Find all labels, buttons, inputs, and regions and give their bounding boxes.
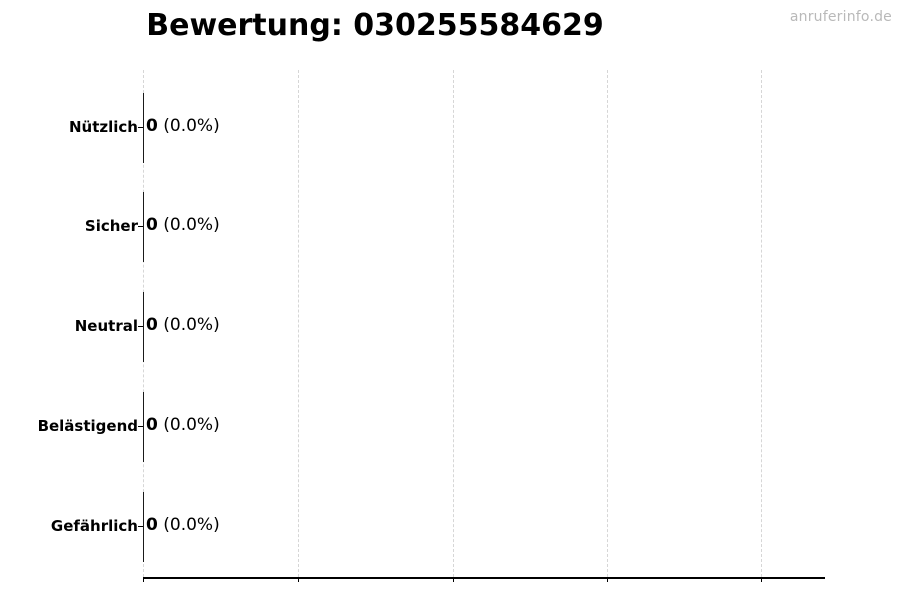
y-axis-label-gefaehrlich: Gefährlich — [50, 517, 138, 535]
y-tick-neutral — [138, 326, 143, 327]
bar-count-sicher: 0 — [146, 215, 158, 235]
x-axis-line — [143, 577, 825, 579]
bar-sicher — [143, 192, 144, 262]
bar-count-neutral: 0 — [146, 315, 158, 335]
gridline-3 — [607, 70, 608, 577]
y-axis-label-belaestigend: Belästigend — [37, 417, 138, 435]
page-title: Bewertung: 030255584629 — [146, 8, 604, 43]
bar-value-neutral: 0 (0.0%) — [146, 315, 220, 335]
site-watermark: anruferinfo.de — [789, 9, 892, 25]
bar-count-nuetzlich: 0 — [146, 116, 158, 136]
bar-percent-neutral: (0.0%) — [163, 315, 220, 335]
bar-value-nuetzlich: 0 (0.0%) — [146, 116, 220, 136]
y-tick-nuetzlich — [138, 127, 143, 128]
y-axis-label-neutral: Neutral — [74, 317, 138, 335]
x-tick-2 — [453, 577, 454, 582]
gridline-1 — [298, 70, 299, 577]
bar-belaestigend — [143, 392, 144, 462]
bar-value-gefaehrlich: 0 (0.0%) — [146, 515, 220, 535]
bar-nuetzlich — [143, 93, 144, 163]
y-axis-label-sicher: Sicher — [84, 217, 138, 235]
bar-neutral — [143, 292, 144, 362]
y-axis-label-nuetzlich: Nützlich — [69, 118, 138, 136]
bar-count-belaestigend: 0 — [146, 415, 158, 435]
bar-gefaehrlich — [143, 492, 144, 562]
x-tick-3 — [607, 577, 608, 582]
x-tick-0 — [143, 577, 144, 582]
bar-percent-gefaehrlich: (0.0%) — [163, 515, 220, 535]
bar-percent-nuetzlich: (0.0%) — [163, 116, 220, 136]
bar-percent-sicher: (0.0%) — [163, 215, 220, 235]
gridline-4 — [761, 70, 762, 577]
plot-area — [143, 70, 825, 577]
y-tick-belaestigend — [138, 426, 143, 427]
bar-value-belaestigend: 0 (0.0%) — [146, 415, 220, 435]
y-tick-sicher — [138, 226, 143, 227]
bar-value-sicher: 0 (0.0%) — [146, 215, 220, 235]
x-tick-4 — [761, 577, 762, 582]
y-tick-gefaehrlich — [138, 526, 143, 527]
bar-percent-belaestigend: (0.0%) — [163, 415, 220, 435]
gridline-2 — [453, 70, 454, 577]
x-tick-1 — [298, 577, 299, 582]
bar-count-gefaehrlich: 0 — [146, 515, 158, 535]
